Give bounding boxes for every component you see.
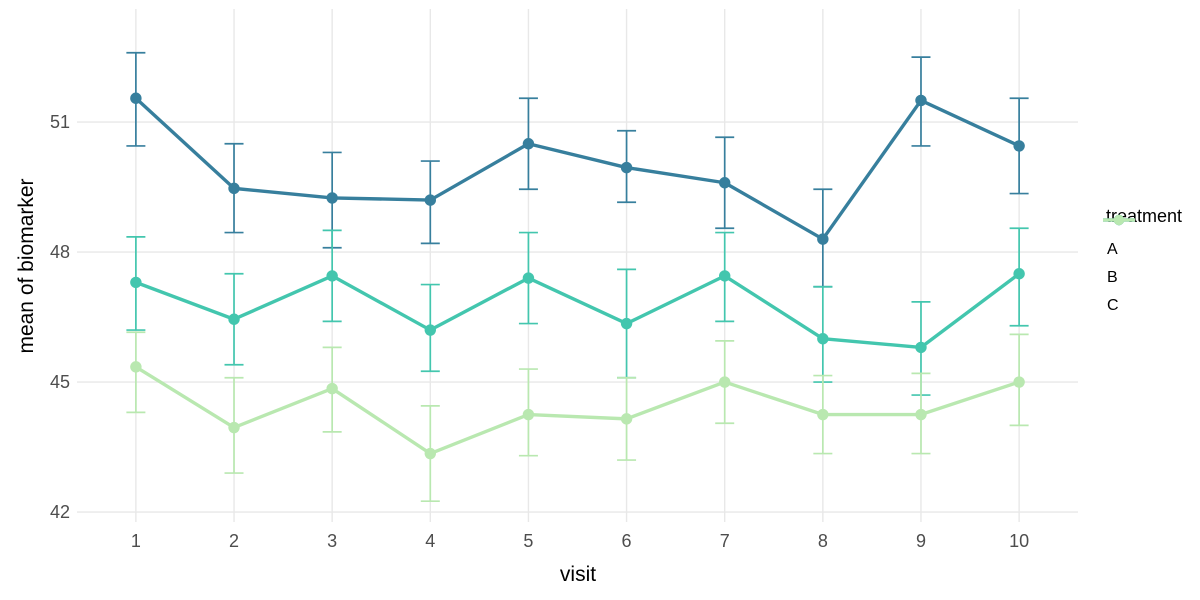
y-tick-label-48: 48: [50, 242, 70, 262]
legend-item-B: B: [1100, 214, 1182, 292]
data-point-B-7: [719, 270, 731, 282]
series-line-A: [134, 96, 1021, 241]
data-point-A-10: [1013, 140, 1025, 152]
data-point-C-8: [817, 408, 829, 421]
x-tick-label-7: 7: [720, 531, 730, 551]
data-point-C-5: [522, 408, 535, 421]
data-point-B-3: [326, 270, 338, 282]
data-point-A-6: [620, 161, 633, 174]
series-line-B: [134, 272, 1021, 350]
x-tick-label-3: 3: [327, 531, 337, 551]
x-tick-label-1: 1: [131, 531, 141, 551]
data-point-C-10: [1013, 376, 1025, 388]
data-point-B-10: [1013, 268, 1025, 280]
y-tick-label-51: 51: [50, 112, 70, 132]
data-point-C-9: [915, 408, 927, 421]
data-point-B-8: [817, 333, 829, 345]
x-axis-title: visit: [559, 563, 597, 586]
data-point-B-5: [522, 272, 535, 284]
data-point-B-9: [915, 341, 927, 354]
data-point-C-2: [228, 421, 240, 434]
y-tick-label-45: 45: [50, 372, 70, 392]
x-tick-label-4: 4: [425, 531, 435, 551]
legend-label-A: A: [1107, 241, 1118, 258]
data-point-A-5: [522, 138, 535, 150]
data-point-A-2: [228, 182, 240, 195]
data-point-C-1: [130, 361, 142, 373]
y-axis-title: mean of biomarker: [15, 178, 38, 354]
x-tick-label-5: 5: [523, 531, 533, 551]
series-line-C: [134, 365, 1021, 456]
data-point-A-1: [130, 92, 142, 104]
data-point-B-1: [130, 276, 142, 289]
legend-item-C: C: [1100, 214, 1182, 320]
data-point-A-9: [915, 94, 927, 107]
data-point-B-6: [620, 317, 633, 330]
data-point-A-7: [719, 177, 731, 189]
data-point-C-7: [719, 376, 731, 388]
data-point-C-4: [424, 447, 436, 460]
legend-item-A: A: [1100, 214, 1182, 264]
legend-key-icon-C: [1103, 214, 1135, 226]
data-point-A-8: [817, 233, 829, 245]
legend-key-point-C: [1113, 214, 1125, 226]
x-tick-label-8: 8: [818, 531, 828, 551]
x-tick-label-9: 9: [916, 531, 926, 551]
data-point-A-3: [326, 192, 338, 204]
y-tick-label-42: 42: [50, 502, 70, 522]
x-tick-label-10: 10: [1009, 531, 1029, 551]
x-tick-label-2: 2: [229, 531, 239, 551]
data-point-C-6: [620, 413, 633, 425]
data-point-B-4: [424, 324, 436, 336]
data-point-C-3: [326, 382, 338, 395]
legend-label-C: C: [1107, 297, 1119, 314]
legend-label-B: B: [1107, 269, 1118, 286]
data-point-A-4: [424, 194, 436, 206]
data-point-B-2: [228, 313, 240, 325]
x-tick-label-6: 6: [622, 531, 632, 551]
